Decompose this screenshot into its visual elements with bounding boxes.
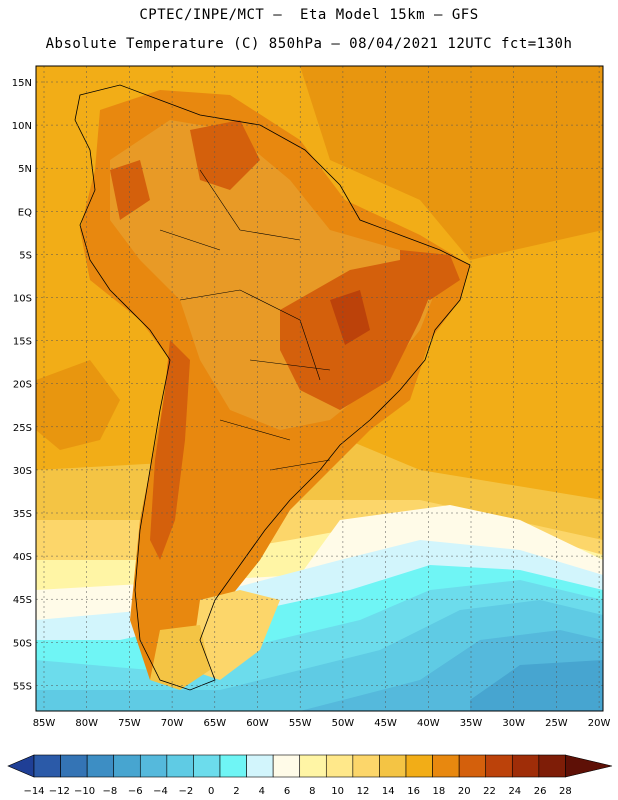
colorbar-label: 24 — [508, 786, 521, 797]
colorbar-cell — [485, 754, 513, 778]
colorbar-cell — [272, 754, 301, 778]
colorbar-cell — [113, 754, 141, 778]
colorbar-cell — [352, 754, 380, 778]
colorbar-label: −4 — [153, 786, 168, 797]
colorbar-label: −8 — [103, 786, 118, 797]
lat-label: 35S — [13, 509, 32, 520]
lon-label: 70W — [161, 718, 184, 729]
colorbar-label: −12 — [49, 786, 70, 797]
colorbar-cell — [325, 754, 354, 778]
colorbar-cell — [86, 754, 115, 778]
lat-label: 15N — [12, 78, 32, 89]
colorbar-arrow-left — [7, 754, 35, 778]
pacific-warm — [36, 360, 120, 450]
colorbar-label: 0 — [208, 786, 214, 797]
colorbar-cell — [538, 754, 566, 778]
colorbar-label: 18 — [433, 786, 446, 797]
lon-label: 40W — [417, 718, 440, 729]
lon-label: 85W — [33, 718, 56, 729]
colorbar-label: 10 — [331, 786, 344, 797]
lon-label: 80W — [75, 718, 98, 729]
colorbar-label: 26 — [534, 786, 547, 797]
colorbar-cell — [219, 754, 247, 778]
map-frame — [35, 65, 604, 712]
lat-label: 55S — [13, 681, 32, 692]
colorbar-cell — [193, 754, 221, 778]
lat-label: 15S — [13, 337, 32, 348]
borders — [159, 169, 331, 471]
lon-label: 65W — [203, 718, 226, 729]
colorbar-label: −6 — [128, 786, 143, 797]
colorbar-label: −2 — [178, 786, 193, 797]
colorbar-cell — [246, 754, 274, 778]
coastline — [74, 84, 471, 691]
colorbar-label: 22 — [483, 786, 496, 797]
tierra-del-fuego — [150, 625, 210, 690]
colombia-hot — [110, 160, 150, 220]
lon-label: 50W — [332, 718, 355, 729]
longitude-labels: 85W 80W 75W 70W 65W 60W 55W 50W 45W 40W 35W 30W 25W 2… — [33, 718, 611, 729]
colorbar-label: 20 — [458, 786, 471, 797]
lat-label: 10S — [13, 294, 32, 305]
title-line-2: Absolute Temperature (C) 850hPa – 08/04/… — [45, 36, 573, 52]
lat-label: 20S — [13, 380, 32, 391]
colorbar-cell — [432, 754, 460, 778]
lat-label: 5S — [19, 250, 32, 261]
latitude-labels: 15N 10N 5N EQ 5S 10S 15S 20S 25S 30S 35S 40S 45S 50S 5… — [12, 78, 32, 692]
colorbar-cell — [33, 754, 61, 778]
colorbar-cell — [139, 754, 168, 778]
lat-label: 30S — [13, 466, 32, 477]
colorbar-label: 12 — [357, 786, 370, 797]
colorbar-label: 8 — [309, 786, 315, 797]
colorbar-label: 28 — [559, 786, 572, 797]
title-line-1: CPTEC/INPE/MCT – Eta Model 15km – GFS — [139, 7, 479, 23]
colorbar-cell — [166, 754, 194, 778]
colorbar-cell — [511, 754, 540, 778]
colorbar-label: 4 — [259, 786, 265, 797]
colorbar-cell — [299, 754, 327, 778]
lat-label: 40S — [13, 552, 32, 563]
lat-label: 50S — [13, 638, 32, 649]
temperature-field — [36, 66, 603, 711]
lon-label: 75W — [118, 718, 141, 729]
lat-label: EQ — [18, 207, 32, 218]
lon-label: 60W — [246, 718, 269, 729]
colorbar-cell — [60, 754, 88, 778]
colorbar-label: −10 — [74, 786, 95, 797]
colorbar-label: −14 — [23, 786, 44, 797]
lat-label: 25S — [13, 423, 32, 434]
venezuela-hot — [190, 120, 260, 190]
lat-label: 10N — [12, 121, 32, 132]
lon-label: 35W — [460, 718, 483, 729]
lon-label: 45W — [374, 718, 397, 729]
lat-label: 45S — [13, 595, 32, 606]
hottest-core — [330, 290, 370, 345]
colorbar-arrow-right — [565, 754, 613, 778]
colorbar-cell — [458, 754, 487, 778]
colorbar-cell — [405, 754, 433, 778]
andes-slope-hot — [150, 340, 190, 560]
northeast-hot — [400, 250, 460, 300]
colorbar-label: 6 — [284, 786, 290, 797]
lon-label: 25W — [545, 718, 568, 729]
lon-label: 55W — [289, 718, 312, 729]
colorbar-label: 16 — [407, 786, 420, 797]
colorbar-cell — [379, 754, 407, 778]
lat-label: 5N — [18, 164, 32, 175]
colorbar-label: 14 — [382, 786, 395, 797]
colorbar-label: 2 — [233, 786, 239, 797]
lon-label: 30W — [502, 718, 525, 729]
lon-label: 20W — [588, 718, 611, 729]
